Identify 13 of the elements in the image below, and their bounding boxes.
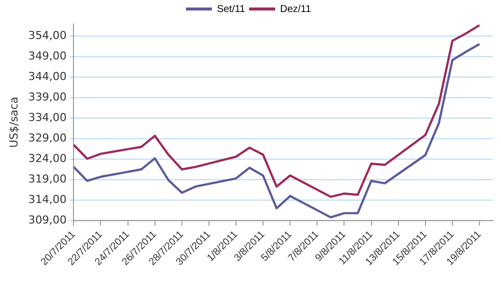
y-tick-label: 324,00 — [28, 152, 67, 166]
legend-label: Dez/11 — [280, 4, 312, 15]
y-tick-label: 329,00 — [28, 132, 67, 145]
y-tick-label: 344,00 — [28, 70, 67, 84]
y-tick-label: 309,00 — [28, 213, 67, 226]
legend-label: Set/11 — [216, 4, 246, 15]
y-tick-label: 319,00 — [28, 172, 67, 186]
y-tick-label: 354,00 — [28, 29, 67, 42]
y-tick-label: 334,00 — [28, 111, 67, 124]
y-tick-label: 349,00 — [28, 50, 67, 63]
y-tick-label: 339,00 — [28, 90, 67, 104]
y-axis-title: US$/saca — [7, 96, 20, 148]
y-tick-label: 314,00 — [28, 192, 67, 206]
